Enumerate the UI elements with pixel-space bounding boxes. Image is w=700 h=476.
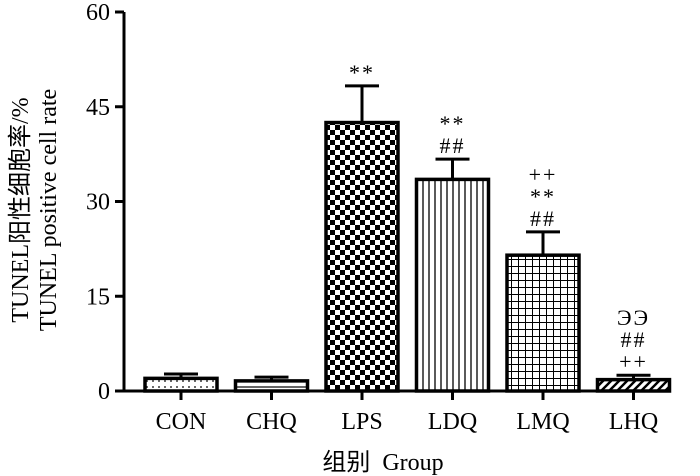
significance-mark: ## [621, 327, 647, 352]
y-axis-title-cn: TUNEL阳性细胞率/% [7, 97, 34, 322]
category-label-lhq: LHQ [609, 409, 658, 435]
bars-group: **##**##**++++##ЭЭ [143, 60, 672, 393]
bar-chq [233, 379, 310, 393]
x-axis: CON CHQ LPS LDQ LMQ LHQ [124, 389, 670, 435]
y-tick-label: 60 [86, 0, 110, 26]
significance-mark: ++ [619, 349, 648, 374]
y-tick-label: 15 [86, 284, 110, 310]
bar-ldq [414, 177, 491, 393]
y-axis-title-en: TUNEL positive cell rate [36, 89, 62, 331]
significance-mark: ЭЭ [617, 305, 650, 330]
significance-mark: ** [530, 184, 556, 209]
y-tick-label: 45 [86, 95, 110, 121]
category-label-con: CON [156, 409, 207, 435]
bar-lhq [595, 377, 672, 393]
category-label-lps: LPS [341, 409, 382, 435]
significance-mark: ## [530, 206, 556, 231]
category-label-ldq: LDQ [428, 409, 477, 435]
bar-con [143, 376, 219, 393]
y-tick-label: 30 [86, 190, 110, 216]
category-label-lmq: LMQ [516, 409, 569, 435]
bar-lmq [505, 253, 581, 393]
significance-mark: ** [349, 60, 375, 85]
x-axis-title: 组别 Group [322, 449, 443, 476]
category-label-chq: CHQ [246, 409, 297, 435]
significance-mark: ++ [529, 162, 558, 187]
y-tick-label: 0 [98, 379, 110, 405]
significance-mark: ** [440, 111, 466, 136]
y-axis: 0 15 30 45 60 [86, 0, 126, 405]
bar-lps [324, 120, 400, 393]
significance-mark: ## [440, 133, 466, 158]
